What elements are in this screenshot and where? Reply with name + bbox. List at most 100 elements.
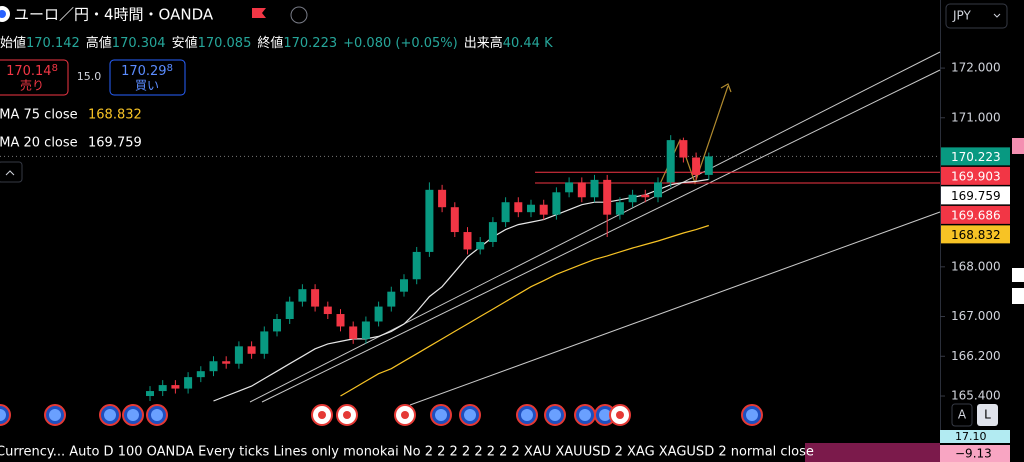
candle-body <box>374 306 383 322</box>
sell-button[interactable] <box>0 59 69 96</box>
candle-body <box>184 377 193 389</box>
symbol-title: ユーロ／円・4時間・OANDA <box>14 6 214 24</box>
candle-body <box>603 179 612 215</box>
more-icon[interactable] <box>290 6 308 24</box>
event-icon-center <box>104 409 116 421</box>
drawings <box>249 51 941 406</box>
y-tick-label: 168.000 <box>951 259 1001 273</box>
candle-body <box>196 371 205 378</box>
candle-body <box>488 222 497 242</box>
sell-price-small[interactable]: 8 <box>52 63 58 74</box>
sell-price[interactable]: 170.148 <box>6 63 58 79</box>
price-label: 169.903 <box>951 169 1001 183</box>
event-icon-center <box>151 409 163 421</box>
price-label-box <box>941 225 1010 244</box>
candle-body <box>641 194 650 198</box>
footer-value: −9.13 <box>955 447 992 461</box>
trend-line <box>409 211 941 406</box>
footer-value-box <box>940 445 1010 462</box>
candle-body <box>628 194 637 203</box>
candle-body <box>692 157 701 175</box>
event-icon-center <box>599 409 611 421</box>
currency-button[interactable] <box>945 3 1008 29</box>
candle-body <box>387 291 396 307</box>
indicator-name: SMA 75 close <box>0 108 78 123</box>
buy-price-main[interactable]: 170.29 <box>121 64 167 79</box>
candle-body <box>514 202 523 213</box>
event-icon-center <box>0 409 6 421</box>
currency-label[interactable]: JPY <box>952 9 972 23</box>
volume-label: 出来高 <box>464 35 503 51</box>
price-label: 170.223 <box>951 150 1001 164</box>
dropdown-icon[interactable] <box>993 13 1001 18</box>
candle-body <box>146 391 154 397</box>
ohlc-label: 始値 <box>0 35 26 51</box>
indicator-value: 168.832 <box>88 108 142 123</box>
candle-body <box>425 189 434 252</box>
sell-label[interactable]: 売り <box>20 78 44 93</box>
indicator-line <box>213 178 709 402</box>
event-icon-center <box>746 409 758 421</box>
event-icon-center <box>549 409 561 421</box>
ohlc-value: 170.142 <box>26 36 80 51</box>
ohlc-label: 安値 <box>172 35 198 51</box>
candle-body <box>298 289 307 302</box>
event-icon-center <box>127 409 139 421</box>
arrow-head <box>720 83 732 93</box>
ohlc-label: 終値 <box>257 35 283 51</box>
candle-body <box>349 326 358 339</box>
candle-body <box>323 306 332 315</box>
log-scale-label[interactable]: L <box>984 408 991 422</box>
candle-body <box>171 385 180 389</box>
candle-body <box>285 301 294 320</box>
price-label: 169.686 <box>951 208 1001 222</box>
sell-price-main[interactable]: 170.14 <box>6 64 52 79</box>
buy-button[interactable] <box>109 59 186 96</box>
event-icon-center <box>435 409 447 421</box>
side-widget <box>1012 268 1024 282</box>
price-label: 168.832 <box>951 228 1001 242</box>
candle-body <box>400 279 408 292</box>
price-label-box <box>941 147 1010 166</box>
auto-scale-label[interactable]: A <box>958 408 967 422</box>
buy-price-small[interactable]: 8 <box>167 63 173 74</box>
candle-body <box>501 202 510 223</box>
log-scale-button[interactable] <box>977 404 998 426</box>
spread: 15.0 <box>77 70 102 83</box>
candle-body <box>412 251 421 280</box>
event-icon-center <box>521 409 533 421</box>
y-tick-label: 172.000 <box>951 61 1001 75</box>
indicator-line <box>340 224 709 397</box>
candle-body <box>450 207 459 233</box>
candle-body <box>679 140 688 158</box>
candle-body <box>704 156 713 175</box>
candle-body <box>577 182 586 198</box>
price-label-box <box>941 205 1010 224</box>
collapse-icon[interactable] <box>5 170 15 176</box>
candle-body <box>539 204 548 215</box>
candle-body <box>666 140 675 183</box>
candle-body <box>209 361 218 372</box>
indicator-name: SMA 20 close <box>0 136 78 151</box>
event-icon-center <box>318 411 326 419</box>
trend-line <box>261 69 941 403</box>
candle-body <box>476 241 485 250</box>
candle-body <box>247 346 256 354</box>
buy-price[interactable]: 170.298 <box>121 63 173 79</box>
event-icons <box>0 404 763 426</box>
candle-body <box>590 179 599 198</box>
flag-marker <box>252 8 266 18</box>
candle-body <box>158 385 167 392</box>
candle-body <box>654 182 662 198</box>
candle-body <box>438 189 447 208</box>
price-label: 169.759 <box>951 189 1001 203</box>
footer-text: Currency... Auto D 100 OANDA Every ticks… <box>0 445 814 460</box>
auto-scale-button[interactable] <box>951 403 973 427</box>
candle-body <box>527 204 535 213</box>
trend-line <box>249 51 941 403</box>
footer-box <box>805 443 940 462</box>
buy-label[interactable]: 買い <box>135 79 159 93</box>
price-label-box <box>941 166 1010 185</box>
flag-icon <box>0 10 6 18</box>
footer-value: 17.10 <box>955 430 987 443</box>
